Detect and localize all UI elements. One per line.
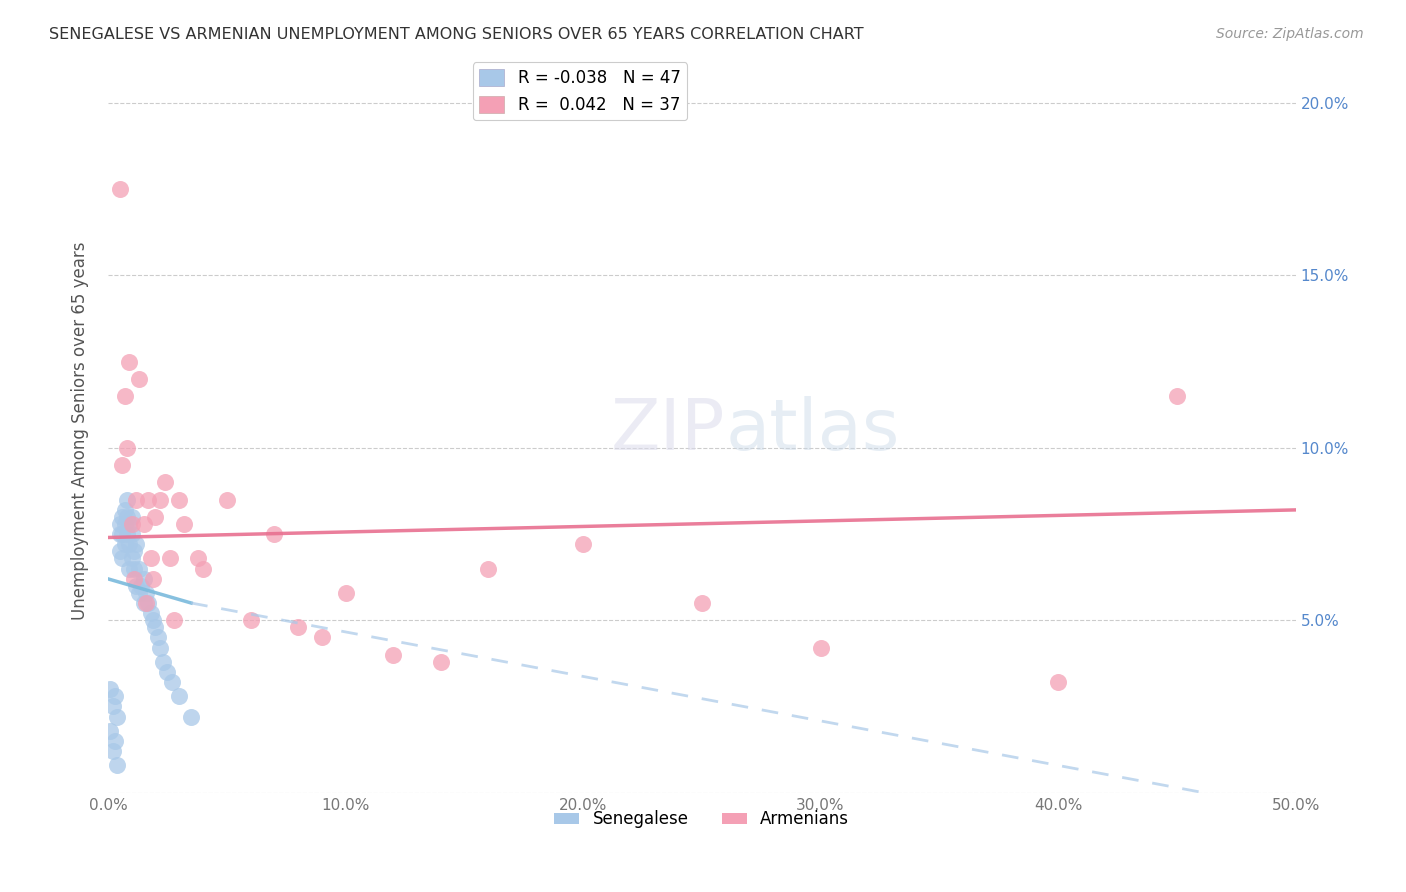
Text: atlas: atlas (725, 396, 900, 465)
Point (104, 734, 127, 748)
Point (121, 551, 143, 566)
Point (187, 551, 209, 566)
Point (115, 509, 138, 524)
Point (139, 607, 162, 621)
Point (135, 596, 157, 610)
Point (382, 648, 405, 662)
Point (1166, 389, 1188, 403)
Point (163, 613, 186, 627)
Point (239, 613, 262, 627)
Point (132, 596, 155, 610)
Point (477, 561, 499, 575)
Point (132, 516, 155, 531)
Point (118, 537, 141, 551)
Point (114, 516, 136, 531)
Point (98, 682, 121, 697)
Point (114, 389, 136, 403)
Point (111, 527, 134, 541)
Point (311, 631, 333, 645)
Point (142, 572, 165, 586)
Point (128, 372, 150, 386)
Point (128, 561, 150, 575)
Point (118, 561, 141, 575)
Point (160, 675, 183, 690)
Point (125, 492, 148, 507)
Point (159, 551, 181, 566)
Point (122, 561, 145, 575)
Point (98, 723, 121, 738)
Point (429, 655, 451, 669)
Point (121, 527, 143, 541)
Point (122, 544, 145, 558)
Point (111, 551, 134, 566)
Point (810, 640, 832, 655)
Point (152, 655, 174, 669)
Point (114, 503, 136, 517)
Point (145, 620, 167, 634)
Point (101, 699, 124, 714)
Point (135, 585, 157, 599)
Point (114, 537, 136, 551)
Point (149, 492, 172, 507)
Point (263, 527, 285, 541)
Point (167, 492, 190, 507)
Point (145, 509, 167, 524)
Point (107, 758, 129, 772)
Point (572, 537, 595, 551)
Point (115, 492, 138, 507)
Text: ZIP: ZIP (612, 396, 725, 465)
Point (108, 527, 131, 541)
Point (111, 509, 134, 524)
Point (128, 585, 150, 599)
Text: SENEGALESE VS ARMENIAN UNEMPLOYMENT AMONG SENIORS OVER 65 YEARS CORRELATION CHAR: SENEGALESE VS ARMENIAN UNEMPLOYMENT AMON… (49, 27, 863, 42)
Point (108, 544, 131, 558)
Point (1047, 675, 1070, 690)
Point (180, 710, 202, 724)
Point (173, 516, 195, 531)
Point (108, 516, 131, 531)
Y-axis label: Unemployment Among Seniors over 65 years: Unemployment Among Seniors over 65 years (72, 242, 89, 620)
Point (115, 527, 138, 541)
Point (146, 631, 169, 645)
Point (104, 689, 127, 703)
Text: Source: ZipAtlas.com: Source: ZipAtlas.com (1216, 27, 1364, 41)
Point (107, 710, 129, 724)
Point (108, 182, 131, 196)
Point (115, 441, 138, 455)
Point (118, 354, 141, 368)
Point (167, 689, 190, 703)
Point (129, 579, 152, 593)
Point (138, 492, 160, 507)
Point (125, 537, 148, 551)
Point (149, 640, 172, 655)
Point (690, 596, 713, 610)
Point (335, 585, 357, 599)
Point (121, 509, 143, 524)
Point (142, 613, 165, 627)
Point (132, 572, 155, 586)
Point (191, 561, 214, 575)
Point (125, 579, 148, 593)
Point (287, 620, 309, 634)
Point (138, 596, 160, 610)
Point (139, 551, 162, 566)
Point (121, 516, 143, 531)
Point (215, 492, 238, 507)
Point (122, 572, 145, 586)
Point (101, 744, 124, 758)
Point (118, 516, 141, 531)
Point (153, 475, 176, 490)
Point (156, 665, 179, 679)
Point (111, 458, 134, 472)
Legend: Senegalese, Armenians: Senegalese, Armenians (547, 804, 856, 835)
